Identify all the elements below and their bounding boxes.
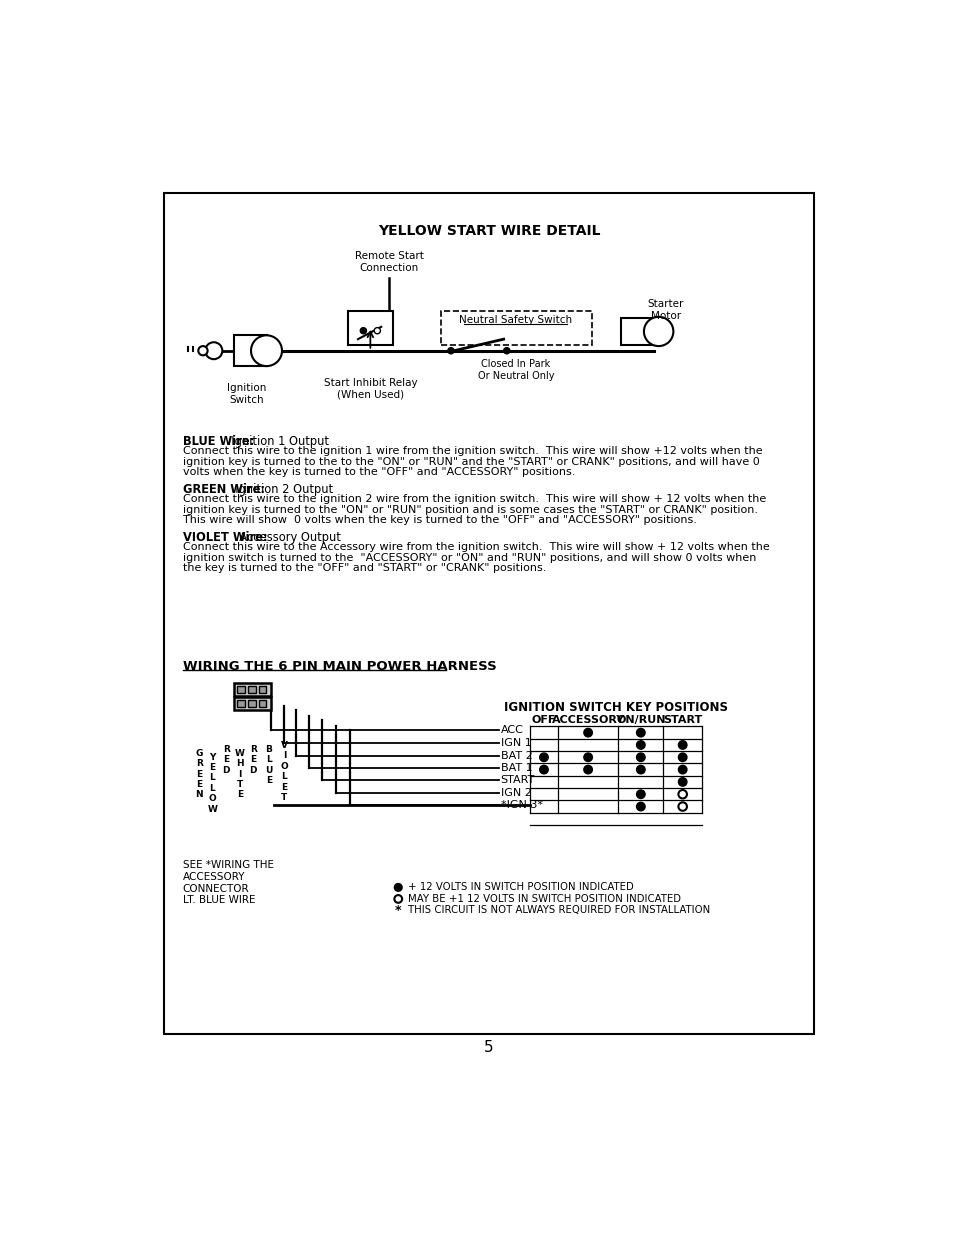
- Text: V
I
O
L
E
T: V I O L E T: [280, 741, 288, 802]
- Circle shape: [636, 790, 644, 799]
- Circle shape: [394, 883, 402, 892]
- Text: OFF: OFF: [531, 715, 556, 725]
- Bar: [236, 699, 245, 708]
- Text: Accessory Output: Accessory Output: [232, 531, 340, 543]
- Text: ACC: ACC: [500, 725, 523, 735]
- Circle shape: [251, 336, 282, 366]
- Bar: [258, 699, 266, 708]
- Bar: [236, 685, 245, 693]
- Text: BLUE Wire:: BLUE Wire:: [183, 435, 253, 447]
- Circle shape: [643, 317, 673, 346]
- Text: R
E
D: R E D: [222, 745, 230, 774]
- Text: + 12 VOLTS IN SWITCH POSITION INDICATED: + 12 VOLTS IN SWITCH POSITION INDICATED: [407, 882, 633, 893]
- Bar: [233, 336, 266, 366]
- Text: ignition switch is turned to the  "ACCESSORY" or "ON" and "RUN" positions, and w: ignition switch is turned to the "ACCESS…: [183, 553, 756, 563]
- Circle shape: [198, 346, 208, 356]
- Text: *IGN 3*: *IGN 3*: [500, 800, 542, 810]
- Bar: [248, 685, 255, 693]
- Bar: [440, 311, 592, 345]
- Text: START: START: [662, 715, 701, 725]
- Text: Remote Start
Connection: Remote Start Connection: [355, 252, 423, 273]
- Circle shape: [583, 729, 592, 737]
- Text: Neutral Safety Switch: Neutral Safety Switch: [459, 315, 572, 325]
- Text: This wire will show  0 volts when the key is turned to the "OFF" and "ACCESSORY": This wire will show 0 volts when the key…: [183, 515, 696, 525]
- Text: ignition key is turned to the "ON" or "RUN" position and is some cases the "STAR: ignition key is turned to the "ON" or "R…: [183, 505, 757, 515]
- Circle shape: [636, 729, 644, 737]
- Circle shape: [539, 753, 548, 762]
- Text: Ignition 1 Output: Ignition 1 Output: [224, 435, 329, 447]
- Text: SEE *WIRING THE
ACCESSORY
CONNECTOR
LT. BLUE WIRE: SEE *WIRING THE ACCESSORY CONNECTOR LT. …: [183, 861, 274, 905]
- Circle shape: [678, 753, 686, 762]
- Text: Start Inhibit Relay
(When Used): Start Inhibit Relay (When Used): [323, 378, 416, 399]
- Text: IGN 2: IGN 2: [500, 788, 531, 798]
- Bar: [248, 699, 255, 708]
- Circle shape: [447, 347, 454, 353]
- Bar: [233, 683, 271, 695]
- Text: VIOLET Wire:: VIOLET Wire:: [183, 531, 267, 543]
- Circle shape: [636, 803, 644, 811]
- Text: Ignition
Switch: Ignition Switch: [227, 383, 267, 405]
- Text: Connect this wire to the ignition 2 wire from the ignition switch.  This wire wi: Connect this wire to the ignition 2 wire…: [183, 494, 765, 504]
- Circle shape: [539, 766, 548, 774]
- Circle shape: [678, 803, 686, 811]
- Text: BAT 2: BAT 2: [500, 751, 532, 761]
- Text: IGN 1: IGN 1: [500, 739, 531, 748]
- Bar: [233, 698, 271, 710]
- Circle shape: [636, 766, 644, 774]
- Circle shape: [678, 790, 686, 799]
- Circle shape: [583, 766, 592, 774]
- Text: ignition key is turned to the to the "ON" or "RUN" and the "START" or CRANK" pos: ignition key is turned to the to the "ON…: [183, 457, 759, 467]
- Text: Ignition 2 Output: Ignition 2 Output: [228, 483, 333, 495]
- Text: W
H
I
T
E: W H I T E: [235, 748, 245, 799]
- Circle shape: [360, 327, 366, 333]
- Bar: [164, 193, 813, 1034]
- Text: Closed In Park
Or Neutral Only: Closed In Park Or Neutral Only: [477, 359, 554, 380]
- Text: R
E
D: R E D: [250, 745, 256, 774]
- Text: BAT 1: BAT 1: [500, 763, 532, 773]
- Circle shape: [205, 342, 222, 359]
- Circle shape: [394, 895, 402, 903]
- Bar: [620, 319, 658, 345]
- Text: GREEN Wire:: GREEN Wire:: [183, 483, 265, 495]
- Bar: [348, 311, 393, 345]
- Text: WIRING THE 6 PIN MAIN POWER HARNESS: WIRING THE 6 PIN MAIN POWER HARNESS: [183, 661, 496, 673]
- Bar: [258, 685, 266, 693]
- Circle shape: [374, 327, 380, 333]
- Circle shape: [678, 778, 686, 787]
- Text: B
L
U
E: B L U E: [265, 745, 273, 785]
- Text: ACCESSORY: ACCESSORY: [551, 715, 624, 725]
- Circle shape: [636, 741, 644, 750]
- Text: START: START: [500, 776, 535, 785]
- Text: Connect this wire to the ignition 1 wire from the ignition switch.  This wire wi: Connect this wire to the ignition 1 wire…: [183, 446, 761, 456]
- Text: YELLOW START WIRE DETAIL: YELLOW START WIRE DETAIL: [377, 225, 599, 238]
- Text: IGNITION SWITCH KEY POSITIONS: IGNITION SWITCH KEY POSITIONS: [503, 700, 727, 714]
- Circle shape: [503, 347, 509, 353]
- Text: Y
E
L
L
O
W: Y E L L O W: [207, 752, 217, 814]
- Text: *: *: [395, 904, 401, 918]
- Text: ON/RUN: ON/RUN: [616, 715, 665, 725]
- Circle shape: [636, 753, 644, 762]
- Text: volts when the key is turned to the "OFF" and "ACCESSORY" positions.: volts when the key is turned to the "OFF…: [183, 467, 575, 477]
- Circle shape: [583, 753, 592, 762]
- Circle shape: [678, 741, 686, 750]
- Text: the key is turned to the "OFF" and "START" or "CRANK" positions.: the key is turned to the "OFF" and "STAR…: [183, 563, 546, 573]
- Circle shape: [678, 766, 686, 774]
- Text: G
R
E
E
N: G R E E N: [195, 748, 203, 799]
- Text: THIS CIRCUIT IS NOT ALWAYS REQUIRED FOR INSTALLATION: THIS CIRCUIT IS NOT ALWAYS REQUIRED FOR …: [407, 905, 709, 915]
- Text: Connect this wire to the Accessory wire from the ignition switch.  This wire wil: Connect this wire to the Accessory wire …: [183, 542, 769, 552]
- Text: Starter
Motor: Starter Motor: [647, 299, 683, 321]
- Text: MAY BE +1 12 VOLTS IN SWITCH POSITION INDICATED: MAY BE +1 12 VOLTS IN SWITCH POSITION IN…: [407, 894, 679, 904]
- Text: 5: 5: [483, 1040, 494, 1055]
